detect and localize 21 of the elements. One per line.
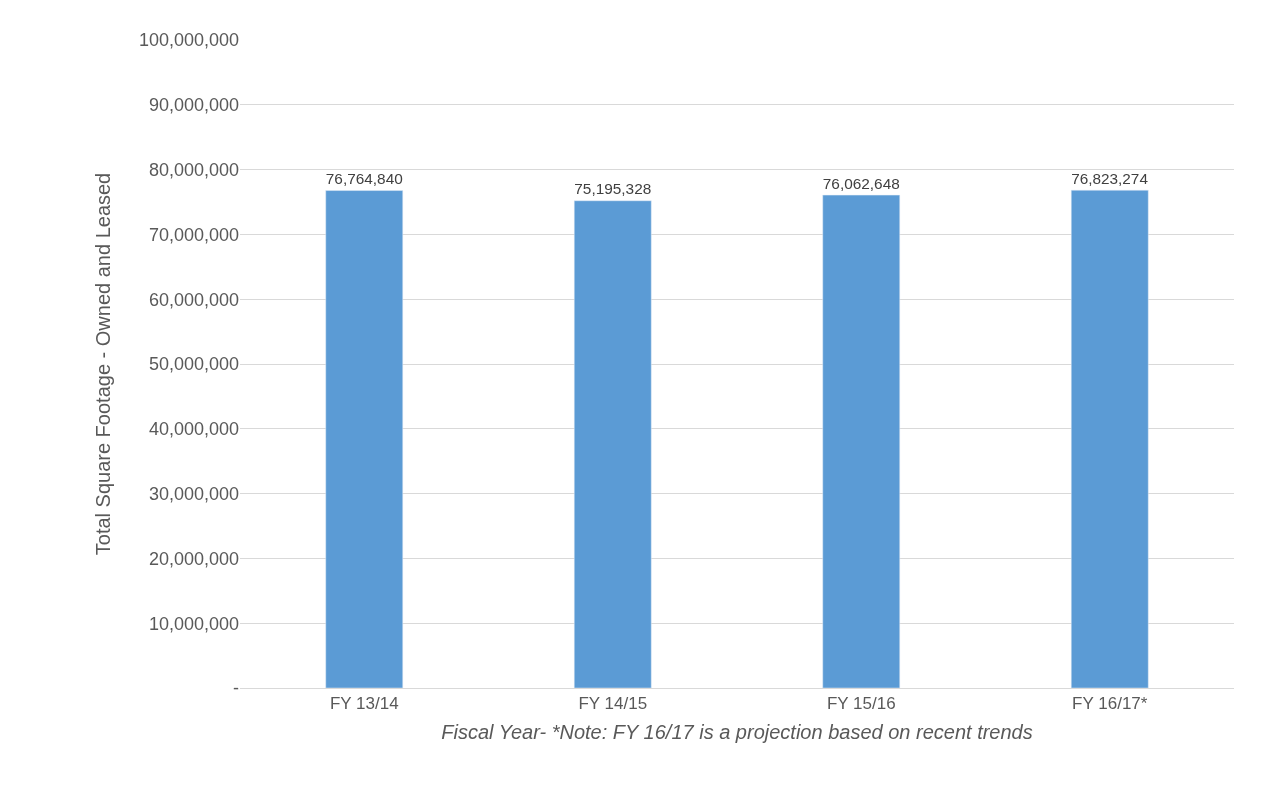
data-label: 76,062,648 xyxy=(822,174,900,192)
x-tick-label: FY 16/17* xyxy=(1072,694,1148,714)
y-tick-label: 30,000,000 xyxy=(148,483,239,504)
x-axis-title: Fiscal Year- *Note: FY 16/17 is a projection based on recent trends xyxy=(441,720,1033,743)
data-label: 75,195,328 xyxy=(574,180,652,198)
y-tick-label: 60,000,000 xyxy=(148,289,239,310)
y-tick-label: 90,000,000 xyxy=(148,95,239,116)
y-tick-label: - xyxy=(233,678,239,699)
x-tick-label: FY 13/14 xyxy=(329,694,399,714)
y-tick-label: 10,000,000 xyxy=(148,613,239,634)
y-tick-label: 80,000,000 xyxy=(148,159,239,180)
y-tick-label: 100,000,000 xyxy=(138,30,239,51)
data-label: 76,823,274 xyxy=(1071,169,1149,187)
x-tick-label: FY 14/15 xyxy=(578,694,648,714)
y-tick-label: 40,000,000 xyxy=(148,419,239,440)
x-tick-label: FY 15/16 xyxy=(826,694,896,714)
y-tick-label: 70,000,000 xyxy=(148,224,239,245)
y-tick-label: 20,000,000 xyxy=(148,548,239,569)
y-axis-title: Total Square Footage - Owned and Leased xyxy=(92,172,115,556)
y-tick-label: 50,000,000 xyxy=(148,354,239,375)
data-label: 76,764,840 xyxy=(325,170,403,188)
